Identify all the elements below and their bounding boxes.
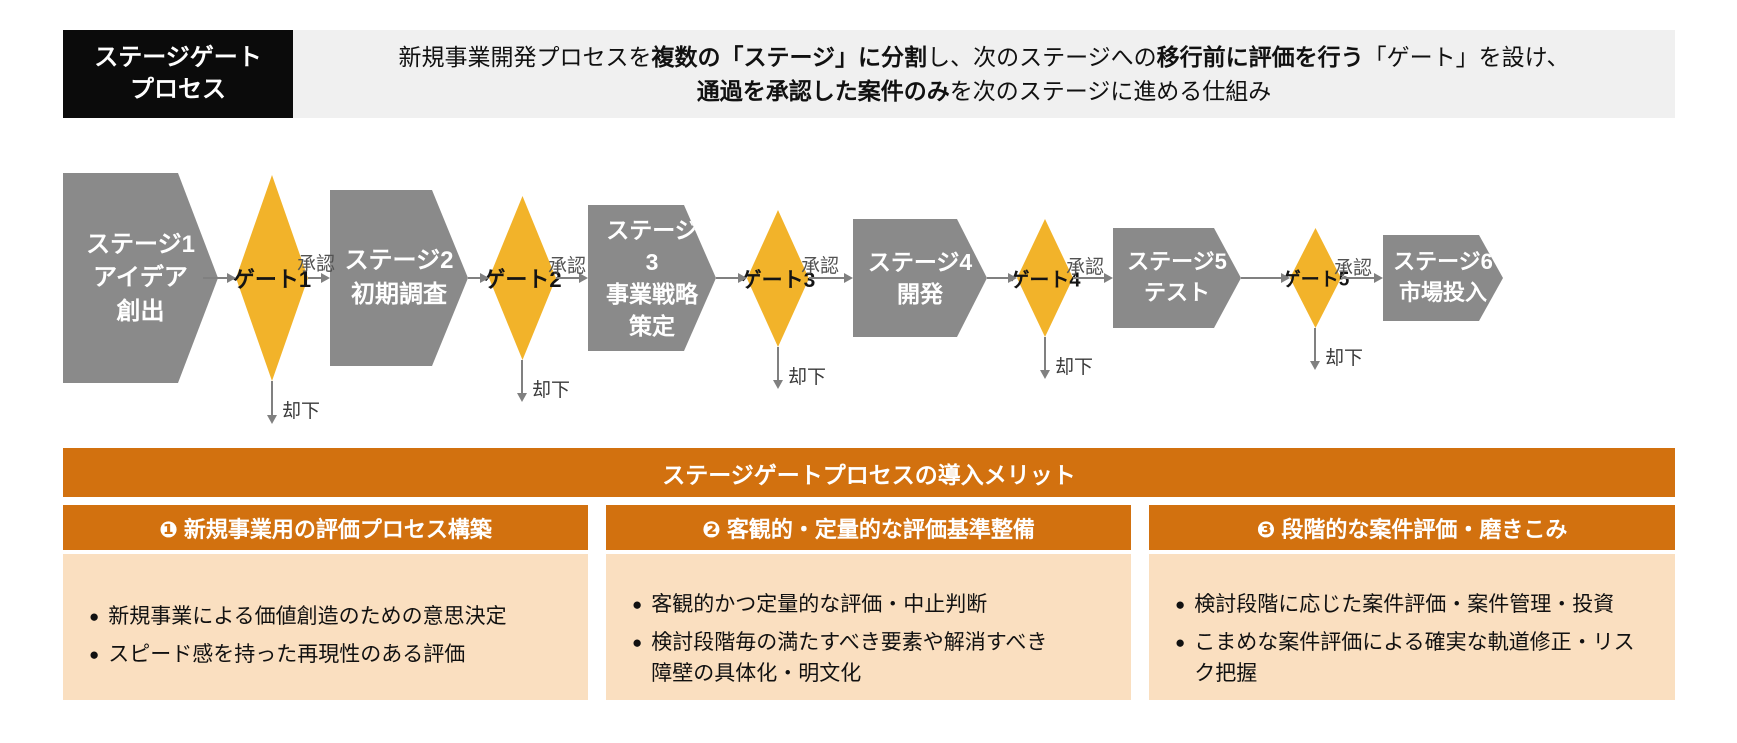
reject-arrow-3 (777, 347, 779, 380)
arrowhead-s5-g5-icon (1281, 273, 1290, 283)
approve-label-5: 承認 (1334, 258, 1373, 279)
merits-title-band: ステージゲートプロセスの導入メリット (63, 448, 1675, 497)
reject-arrowhead-3-icon (773, 380, 783, 389)
reject-arrow-5 (1314, 328, 1316, 361)
approve-label-4: 承認 (1066, 257, 1105, 278)
gate-3-label: ゲート3 (740, 268, 816, 292)
reject-label-3: 却下 (788, 367, 827, 388)
arrow-g5-s6 (1341, 277, 1374, 279)
arrowhead-g4-s5-icon (1104, 273, 1113, 283)
reject-arrowhead-4-icon (1040, 370, 1050, 379)
stage-6-label: ステージ6 市場投入 (1393, 249, 1493, 305)
merit-3-content: ● 検討段階に応じた案件評価・案件管理・投資 ● こまめな案件評価による確実な軌… (1149, 554, 1675, 700)
arrow-s4-g4 (987, 277, 1008, 279)
arrow-g2-s3 (556, 277, 579, 279)
stage-5-shape: ステージ5 テスト (1113, 228, 1241, 328)
gate-2-label: ゲート2 (483, 267, 562, 292)
slide-title-box: ステージゲート プロセス (63, 30, 293, 118)
merit-3-heading: ❸ 段階的な案件評価・磨きこみ (1149, 505, 1675, 550)
arrowhead-s3-g3-icon (738, 273, 747, 283)
arrow-s3-g3 (716, 277, 738, 279)
list-item: ● こまめな案件評価による確実な軌道修正・リス ク把握 (1175, 628, 1651, 689)
arrowhead-s1-g1-icon (227, 273, 236, 283)
arrow-g4-s5 (1073, 277, 1104, 279)
arrowhead-s4-g4-icon (1008, 273, 1017, 283)
definition-line1: 新規事業開発プロセスを複数の「ステージ」に分割し、次のステージへの移行前に評価を… (398, 43, 1570, 70)
merit-1-heading: ❶ 新規事業用の評価プロセス構築 (63, 505, 588, 550)
reject-arrow-2 (521, 360, 523, 393)
reject-arrowhead-2-icon (517, 393, 527, 402)
bullet-icon: ● (1175, 595, 1186, 614)
reject-label-4: 却下 (1055, 357, 1094, 378)
stage-2-shape: ステージ2 初期調査 (330, 190, 468, 366)
approve-label-1: 承認 (297, 254, 336, 275)
gate-1-label: ゲート1 (232, 267, 312, 292)
gate-3-shape: ゲート3 (741, 210, 815, 347)
reject-arrowhead-5-icon (1310, 361, 1320, 370)
arrowhead-s2-g2-icon (480, 273, 489, 283)
list-item: ● 検討段階毎の満たすべき要素や解消すべき 障壁の具体化・明文化 (632, 628, 1107, 689)
list-item: ● 客観的かつ定量的な評価・中止判断 (632, 590, 1107, 620)
arrowhead-g3-s4-icon (844, 273, 853, 283)
definition-line2: 通過を承認した案件のみを次のステージに進める仕組み (696, 78, 1272, 104)
arrowhead-g5-s6-icon (1374, 273, 1383, 283)
bullet-icon: ● (1175, 633, 1186, 653)
bullet-icon: ● (632, 595, 643, 614)
list-item: ● スピード感を持った再現性のある評価 (89, 640, 564, 670)
merit-2-content: ● 客観的かつ定量的な評価・中止判断 ● 検討段階毎の満たすべき要素や解消すべき… (606, 554, 1131, 700)
arrow-s1-g1 (203, 277, 227, 279)
reject-label-1: 却下 (282, 401, 321, 422)
arrow-s2-g2 (468, 277, 480, 279)
arrow-s5-g5 (1241, 277, 1281, 279)
gate-5-shape: ゲート5 (1282, 228, 1349, 328)
reject-arrow-4 (1044, 337, 1046, 370)
bullet-icon: ● (89, 645, 100, 665)
definition-band: 新規事業開発プロセスを複数の「ステージ」に分割し、次のステージへの移行前に評価を… (293, 30, 1675, 118)
bullet-icon: ● (89, 607, 100, 626)
stage-2-label: ステージ2 初期調査 (344, 247, 454, 308)
bullet-icon: ● (632, 633, 643, 653)
merit-2-heading: ❷ 客観的・定量的な評価基準整備 (606, 505, 1131, 550)
approve-label-2: 承認 (548, 256, 587, 277)
gate-1-shape: ゲート1 (232, 175, 312, 381)
merit-1-content: ● 新規事業による価値創造のための意思決定 ● スピード感を持った再現性のある評… (63, 554, 588, 700)
stage-4-label: ステージ4 開発 (867, 248, 973, 307)
stage-6-shape: ステージ6 市場投入 (1383, 235, 1503, 321)
gate-4-label: ゲート4 (1009, 269, 1081, 292)
reject-arrowhead-1-icon (267, 415, 277, 424)
stage-4-shape: ステージ4 開発 (853, 219, 987, 337)
reject-label-5: 却下 (1325, 348, 1364, 369)
stage-1-shape: ステージ1 アイデア 創出 (63, 173, 218, 383)
reject-arrow-1 (271, 381, 273, 415)
stage-3-label: ステージ3 事業戦略 策定 (605, 216, 698, 340)
stage-1-label: ステージ1 アイデア 創出 (86, 230, 195, 325)
gate-2-shape: ゲート2 (483, 196, 562, 360)
reject-label-2: 却下 (532, 380, 571, 401)
arrowhead-g2-s3-icon (579, 273, 588, 283)
merits-title: ステージゲートプロセスの導入メリット (662, 461, 1076, 488)
stage-3-shape: ステージ3 事業戦略 策定 (588, 205, 716, 351)
arrowhead-g1-s2-icon (321, 273, 330, 283)
gate-5-label: ゲート5 (1281, 269, 1350, 291)
gate-4-shape: ゲート4 (1009, 219, 1081, 337)
slide-title-line2: プロセス (130, 76, 226, 103)
list-item: ● 検討段階に応じた案件評価・案件管理・投資 (1175, 590, 1651, 620)
arrow-g1-s2 (308, 277, 321, 279)
list-item: ● 新規事業による価値創造のための意思決定 (89, 602, 564, 632)
arrow-g3-s4 (809, 277, 844, 279)
slide-title-line1: ステージゲート (94, 43, 262, 71)
stage-5-label: ステージ5 テスト (1127, 249, 1227, 305)
approve-label-3: 承認 (801, 256, 840, 277)
